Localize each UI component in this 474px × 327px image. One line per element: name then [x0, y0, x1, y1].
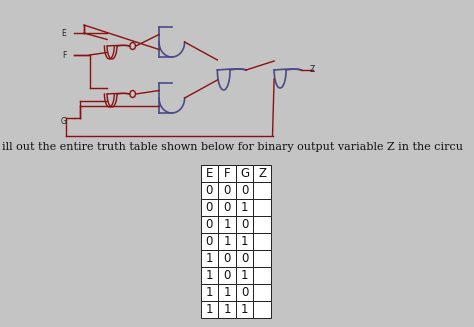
Text: E: E — [206, 167, 213, 180]
Text: 0: 0 — [206, 235, 213, 248]
Bar — [253, 301, 271, 318]
Bar — [201, 216, 218, 233]
Bar — [201, 233, 218, 250]
Text: 0: 0 — [223, 269, 231, 282]
Bar — [218, 284, 236, 301]
Bar — [201, 182, 218, 199]
Bar — [201, 165, 218, 182]
Text: 1: 1 — [223, 218, 231, 231]
Bar — [253, 250, 271, 267]
Text: 1: 1 — [241, 201, 248, 214]
Bar — [236, 182, 253, 199]
Text: 1: 1 — [241, 303, 248, 316]
Bar — [218, 267, 236, 284]
Bar — [236, 301, 253, 318]
Bar — [253, 199, 271, 216]
Text: ill out the entire truth table shown below for binary output variable Z in the c: ill out the entire truth table shown bel… — [1, 142, 463, 152]
Text: 1: 1 — [223, 286, 231, 299]
Text: G: G — [61, 117, 66, 127]
Bar — [253, 267, 271, 284]
Text: 0: 0 — [206, 201, 213, 214]
Bar — [201, 301, 218, 318]
Bar — [218, 182, 236, 199]
Text: 0: 0 — [241, 184, 248, 197]
Text: E: E — [62, 28, 66, 38]
Bar — [218, 165, 236, 182]
Bar — [201, 267, 218, 284]
Text: G: G — [240, 167, 249, 180]
Bar — [236, 233, 253, 250]
Bar — [218, 301, 236, 318]
Bar — [201, 199, 218, 216]
Text: 1: 1 — [206, 286, 213, 299]
Text: F: F — [62, 50, 66, 60]
Bar — [218, 233, 236, 250]
Bar — [201, 250, 218, 267]
Text: 0: 0 — [223, 252, 231, 265]
Bar — [253, 284, 271, 301]
Text: 1: 1 — [206, 303, 213, 316]
Bar — [253, 165, 271, 182]
Bar — [218, 250, 236, 267]
Text: 1: 1 — [241, 269, 248, 282]
Bar — [218, 199, 236, 216]
Text: 1: 1 — [206, 252, 213, 265]
Bar — [236, 216, 253, 233]
Bar — [201, 284, 218, 301]
Text: 0: 0 — [241, 286, 248, 299]
Text: 0: 0 — [206, 184, 213, 197]
Text: 0: 0 — [206, 218, 213, 231]
Text: 1: 1 — [241, 235, 248, 248]
Bar — [253, 233, 271, 250]
Text: Z: Z — [258, 167, 266, 180]
Text: 0: 0 — [241, 218, 248, 231]
Text: Z: Z — [309, 65, 315, 75]
Text: 0: 0 — [223, 201, 231, 214]
Bar — [236, 165, 253, 182]
Text: 0: 0 — [223, 184, 231, 197]
Bar — [236, 267, 253, 284]
Bar — [236, 284, 253, 301]
Text: 1: 1 — [223, 235, 231, 248]
Bar — [218, 216, 236, 233]
Bar — [253, 216, 271, 233]
Bar — [236, 199, 253, 216]
Bar — [236, 250, 253, 267]
Text: 1: 1 — [206, 269, 213, 282]
Text: F: F — [224, 167, 230, 180]
Bar — [253, 182, 271, 199]
Text: 1: 1 — [223, 303, 231, 316]
Text: 0: 0 — [241, 252, 248, 265]
